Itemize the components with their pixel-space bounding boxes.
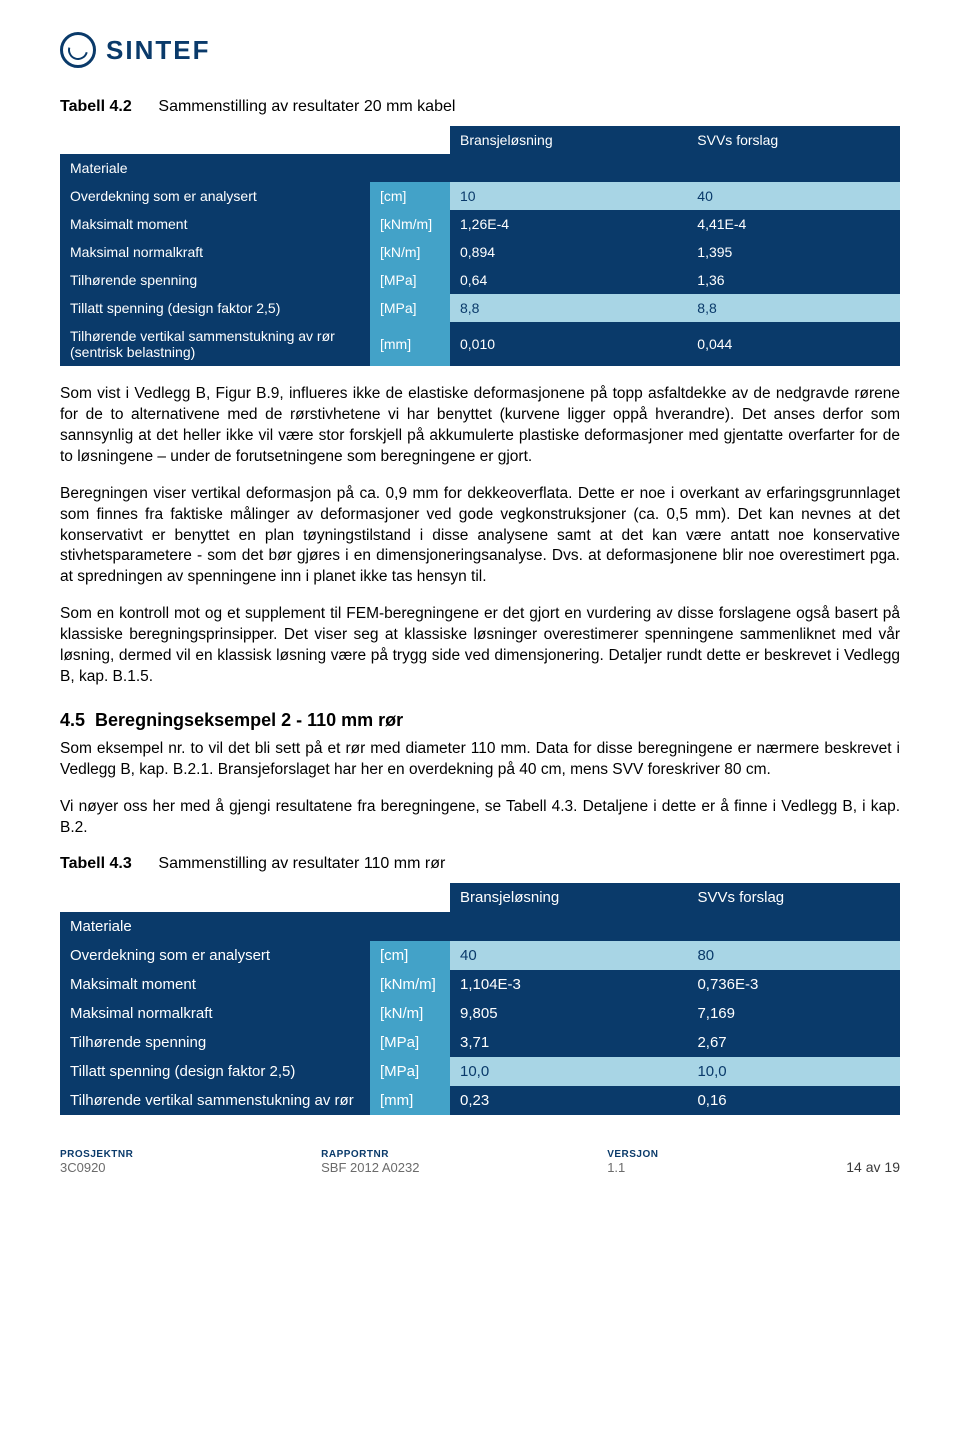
caption1-title: Sammenstilling av resultater 20 mm kabel [158,98,455,115]
table1-caption: Tabell 4.2 Sammenstilling av resultater … [60,98,900,116]
para4: Som eksempel nr. to vil det bli sett på … [60,739,900,781]
table-cell-v1: 9,805 [450,999,687,1028]
footer-c3l: VERSJON [607,1149,658,1160]
para5: Vi nøyer oss her med å gjengi resultaten… [60,797,900,839]
table-cell-v2: 10,0 [687,1057,900,1086]
table-cell-v2: 0,044 [687,322,900,366]
footer-col3: VERSJON 1.1 [607,1149,658,1175]
para2: Beregningen viser vertikal deformasjon p… [60,484,900,589]
table-row-unit: [kN/m] [370,238,450,266]
table-cell-v2: 8,8 [687,294,900,322]
table-cell-v2: 0,736E-3 [687,970,900,999]
table-cell-v2: 80 [687,941,900,970]
table-row-label: Tillatt spenning (design faktor 2,5) [60,1057,370,1086]
page-number: 14 av 19 [846,1159,900,1175]
caption2-label: Tabell 4.3 [60,855,132,872]
table-cell-v1: 1,104E-3 [450,970,687,999]
footer-col2: RAPPORTNR SBF 2012 A0232 [321,1149,419,1175]
table-row-label: Overdekning som er analysert [60,182,370,210]
brand-logo: SINTEF [60,32,900,68]
table-row-unit: [mm] [370,322,450,366]
table-cell-v1: 0,64 [450,266,687,294]
table-cell-v1: 0,894 [450,238,687,266]
page-footer: PROSJEKTNR 3C0920 RAPPORTNR SBF 2012 A02… [60,1149,900,1175]
table-cell-v1: 1,26E-4 [450,210,687,238]
table-cell-v2: 40 [687,182,900,210]
table-cell-v1: 0,010 [450,322,687,366]
table-row-label: Tilhørende spenning [60,1028,370,1057]
table-row-unit: [kN/m] [370,999,450,1028]
t1-material: Materiale [60,154,370,182]
table-row-unit: [kNm/m] [370,970,450,999]
section-num: 4.5 [60,710,85,730]
table-row-unit: [MPa] [370,1057,450,1086]
table-cell-v1: 0,23 [450,1086,687,1115]
table-row-unit: [MPa] [370,294,450,322]
t2-col2: SVVs forslag [687,883,900,912]
table-cell-v2: 4,41E-4 [687,210,900,238]
t1-col1: Bransjeløsning [450,126,687,154]
footer-c2v: SBF 2012 A0232 [321,1160,419,1175]
caption1-label: Tabell 4.2 [60,98,132,115]
footer-c2l: RAPPORTNR [321,1149,419,1160]
footer-c3v: 1.1 [607,1160,658,1175]
table2-caption: Tabell 4.3 Sammenstilling av resultater … [60,855,900,873]
t2-material: Materiale [60,912,370,941]
table-row-unit: [MPa] [370,266,450,294]
table-row-unit: [cm] [370,182,450,210]
table-cell-v1: 10,0 [450,1057,687,1086]
footer-c1l: PROSJEKTNR [60,1149,133,1160]
table-row-label: Maksimal normalkraft [60,238,370,266]
brand-name: SINTEF [106,35,210,66]
table-row-label: Maksimal normalkraft [60,999,370,1028]
table-row-unit: [cm] [370,941,450,970]
t2-col1: Bransjeløsning [450,883,687,912]
para1: Som vist i Vedlegg B, Figur B.9, influer… [60,384,900,468]
table-cell-v1: 40 [450,941,687,970]
table-row-label: Tilhørende vertikal sammenstukning av rø… [60,1086,370,1115]
table-row-unit: [MPa] [370,1028,450,1057]
section-title: Beregningseksempel 2 - 110 mm rør [95,710,403,730]
table-cell-v2: 1,36 [687,266,900,294]
footer-c1v: 3C0920 [60,1160,133,1175]
table-cell-v2: 7,169 [687,999,900,1028]
table-row-unit: [mm] [370,1086,450,1115]
table-row-unit: [kNm/m] [370,210,450,238]
table1: Bransjeløsning SVVs forslag Materiale Ov… [60,126,900,366]
caption2-title: Sammenstilling av resultater 110 mm rør [158,855,445,872]
table-cell-v2: 0,16 [687,1086,900,1115]
table-row-label: Tilhørende vertikal sammenstukning av rø… [60,322,370,366]
table-row-label: Tillatt spenning (design faktor 2,5) [60,294,370,322]
table-row-label: Maksimalt moment [60,210,370,238]
table-cell-v2: 2,67 [687,1028,900,1057]
table-cell-v2: 1,395 [687,238,900,266]
table-cell-v1: 10 [450,182,687,210]
table-row-label: Tilhørende spenning [60,266,370,294]
table-row-label: Overdekning som er analysert [60,941,370,970]
table-row-label: Maksimalt moment [60,970,370,999]
section-heading: 4.5 Beregningseksempel 2 - 110 mm rør [60,710,900,731]
t1-col2: SVVs forslag [687,126,900,154]
table2: Bransjeløsning SVVs forslag Materiale Ov… [60,883,900,1115]
logo-icon [60,32,96,68]
table-cell-v1: 8,8 [450,294,687,322]
para3: Som en kontroll mot og et supplement til… [60,604,900,688]
footer-col1: PROSJEKTNR 3C0920 [60,1149,133,1175]
table-cell-v1: 3,71 [450,1028,687,1057]
